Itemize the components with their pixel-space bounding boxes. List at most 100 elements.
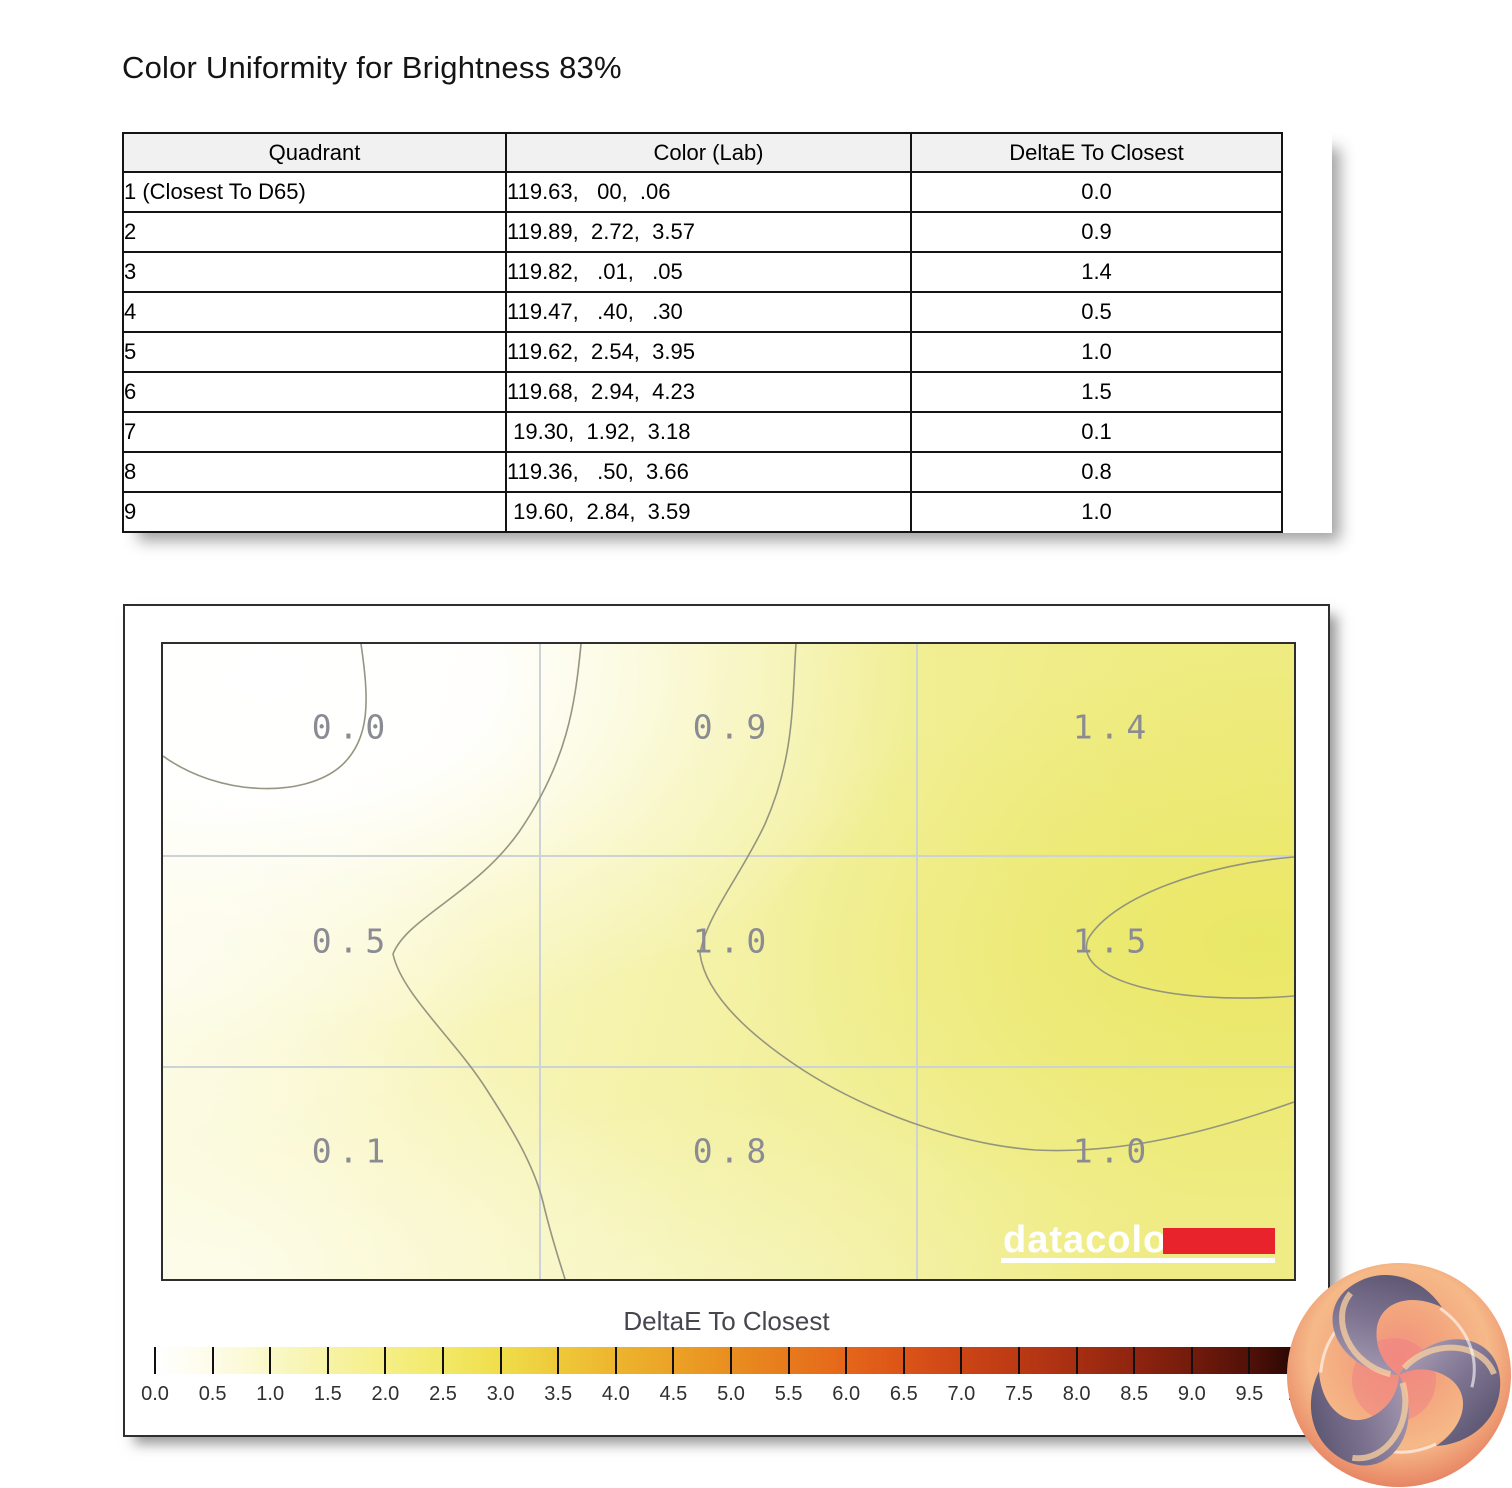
table-row: 3 119.82, .01, .05 1.4 bbox=[122, 251, 1283, 293]
cell-delta-e: 0.5 bbox=[910, 291, 1283, 333]
table-header-row: Quadrant Color (Lab) DeltaE To Closest bbox=[122, 132, 1283, 173]
colorbar-tick-label: 4.0 bbox=[601, 1383, 630, 1405]
colorbar-tick bbox=[557, 1347, 560, 1374]
colorbar-tick bbox=[787, 1347, 790, 1374]
cell-quadrant: 1 (Closest To D65) bbox=[122, 171, 507, 213]
colorbar-tick bbox=[730, 1347, 732, 1374]
colorbar-tick-label: 0.0 bbox=[141, 1383, 169, 1405]
colorbar-tick-label: 8.5 bbox=[1120, 1383, 1149, 1405]
cell-delta-e: 0.0 bbox=[910, 171, 1283, 213]
colorbar: 0.0 0.5 1.0 1.5 2.0 2.5 3.0 3.5 4.0 4.5 5.0 5.5 6.0 6… bbox=[141, 1347, 1326, 1409]
colorbar-tick bbox=[960, 1347, 963, 1374]
cell-quadrant: 3 bbox=[122, 251, 507, 293]
colorbar-tick bbox=[499, 1347, 502, 1374]
colorbar-tick bbox=[672, 1347, 675, 1374]
map-cell-value: 1.0 bbox=[693, 922, 774, 961]
map-grid bbox=[163, 644, 1294, 1279]
colorbar-tick-label: 7.5 bbox=[1005, 1383, 1033, 1405]
colorbar-tick bbox=[1190, 1347, 1193, 1374]
uniformity-map-panel: 0.0 0.9 1.4 0.5 1.0 1.5 0.1 0.8 1.0 datacolor De… bbox=[123, 604, 1330, 1437]
colorbar-tick bbox=[211, 1347, 214, 1374]
map-cell-value: 0.9 bbox=[693, 708, 774, 747]
cell-quadrant: 8 bbox=[122, 451, 507, 493]
kitguru-logo bbox=[1287, 1263, 1511, 1487]
cell-color-lab: 119.89, 2.72, 3.57 bbox=[505, 211, 912, 253]
colorbar-tick-label: 1.5 bbox=[313, 1383, 342, 1405]
map-background bbox=[163, 644, 1294, 1279]
datacolor-logo-underline bbox=[1001, 1258, 1275, 1263]
map-cell-value: 1.4 bbox=[1073, 708, 1154, 747]
colorbar-tick-label: 9.5 bbox=[1235, 1383, 1264, 1405]
cell-delta-e: 1.0 bbox=[910, 491, 1283, 533]
cell-color-lab: 19.60, 2.84, 3.59 bbox=[505, 491, 912, 533]
colorbar-tick-label: 2.0 bbox=[371, 1383, 400, 1405]
map-cell-value: 0.8 bbox=[693, 1132, 774, 1171]
header-delta-e: DeltaE To Closest bbox=[910, 132, 1283, 173]
cell-quadrant: 2 bbox=[122, 211, 507, 253]
colorbar-labels: 0.0 0.5 1.0 1.5 2.0 2.5 3.0 3.5 4.0 4.5 5.0 5.5 6.0 6… bbox=[141, 1347, 1326, 1409]
uniformity-table-body: 1 (Closest To D65) 119.63, 00, .06 0.0 2 119… bbox=[122, 171, 1283, 533]
table-row: 2 119.89, 2.72, 3.57 0.9 bbox=[122, 211, 1283, 253]
header-quadrant: Quadrant bbox=[122, 132, 507, 173]
header-color-lab: Color (Lab) bbox=[505, 132, 912, 173]
cell-color-lab: 119.36, .50, 3.66 bbox=[505, 451, 912, 493]
datacolor-logo-red-bar bbox=[1163, 1228, 1275, 1254]
cell-quadrant: 6 bbox=[122, 371, 507, 413]
colorbar-tick-label: 5.5 bbox=[774, 1383, 803, 1405]
colorbar-tick bbox=[902, 1347, 905, 1374]
colorbar-tick-label: 9.0 bbox=[1177, 1383, 1206, 1405]
colorbar-tick-label: 4.5 bbox=[659, 1383, 688, 1405]
colorbar-tick-label: 8.0 bbox=[1062, 1383, 1091, 1405]
table-row: 7 19.30, 1.92, 3.18 0.1 bbox=[122, 411, 1283, 453]
colorbar-title: DeltaE To Closest bbox=[623, 1306, 830, 1336]
table-row: 6 119.68, 2.94, 4.23 1.5 bbox=[122, 371, 1283, 413]
uniformity-table: Quadrant Color (Lab) DeltaE To Closest 1… bbox=[122, 132, 1283, 533]
colorbar-tick bbox=[614, 1347, 617, 1374]
cell-delta-e: 1.0 bbox=[910, 331, 1283, 373]
cell-quadrant: 9 bbox=[122, 491, 507, 533]
map-contours bbox=[163, 644, 1294, 1279]
cell-quadrant: 5 bbox=[122, 331, 507, 373]
colorbar-tick-label: 2.5 bbox=[429, 1383, 457, 1405]
colorbar-tick bbox=[845, 1347, 848, 1374]
map-cell-value: 1.5 bbox=[1073, 922, 1154, 961]
datacolor-logo-text: datacolor bbox=[1003, 1219, 1183, 1261]
map-cell-value: 0.0 bbox=[312, 708, 393, 747]
colorbar-tick-label: 6.5 bbox=[889, 1383, 918, 1405]
uniformity-map-frame: 0.0 0.9 1.4 0.5 1.0 1.5 0.1 0.8 1.0 datacolor bbox=[161, 642, 1296, 1281]
cell-color-lab: 19.30, 1.92, 3.18 bbox=[505, 411, 912, 453]
colorbar-tick bbox=[269, 1347, 272, 1374]
colorbar-tick bbox=[1018, 1347, 1020, 1374]
colorbar-tick-label: 7.0 bbox=[947, 1383, 976, 1405]
colorbar-tick bbox=[442, 1347, 444, 1374]
uniformity-map: 0.0 0.9 1.4 0.5 1.0 1.5 0.1 0.8 1.0 datacolor bbox=[163, 644, 1294, 1279]
cell-color-lab: 119.82, .01, .05 bbox=[505, 251, 912, 293]
map-cell-value: 1.0 bbox=[1073, 1132, 1154, 1171]
cell-delta-e: 1.5 bbox=[910, 371, 1283, 413]
table-row: 1 (Closest To D65) 119.63, 00, .06 0.0 bbox=[122, 171, 1283, 213]
colorbar-tick bbox=[1248, 1347, 1251, 1374]
cell-color-lab: 119.62, 2.54, 3.95 bbox=[505, 331, 912, 373]
colorbar-tick bbox=[154, 1347, 156, 1374]
kitguru-swirl bbox=[1287, 1263, 1511, 1487]
map-cell-labels: 0.0 0.9 1.4 0.5 1.0 1.5 0.1 0.8 1.0 bbox=[312, 708, 1154, 1171]
cell-color-lab: 119.68, 2.94, 4.23 bbox=[505, 371, 912, 413]
cell-delta-e: 0.1 bbox=[910, 411, 1283, 453]
colorbar-tick-label: 6.0 bbox=[832, 1383, 861, 1405]
colorbar-tick-label: 0.5 bbox=[198, 1383, 227, 1405]
table-row: 5 119.62, 2.54, 3.95 1.0 bbox=[122, 331, 1283, 373]
table-row: 9 19.60, 2.84, 3.59 1.0 bbox=[122, 491, 1283, 533]
cell-quadrant: 7 bbox=[122, 411, 507, 453]
cell-quadrant: 4 bbox=[122, 291, 507, 333]
cell-delta-e: 0.9 bbox=[910, 211, 1283, 253]
map-cell-value: 0.5 bbox=[312, 922, 393, 961]
cell-delta-e: 1.4 bbox=[910, 251, 1283, 293]
table-row: 4 119.47, .40, .30 0.5 bbox=[122, 291, 1283, 333]
colorbar-tick bbox=[384, 1347, 387, 1374]
colorbar-tick-label: 3.5 bbox=[544, 1383, 573, 1405]
table-row: 8 119.36, .50, 3.66 0.8 bbox=[122, 451, 1283, 493]
datacolor-watermark: datacolor bbox=[1001, 1219, 1275, 1263]
colorbar-tick-label: 1.0 bbox=[256, 1383, 285, 1405]
colorbar-tick bbox=[1133, 1347, 1136, 1374]
